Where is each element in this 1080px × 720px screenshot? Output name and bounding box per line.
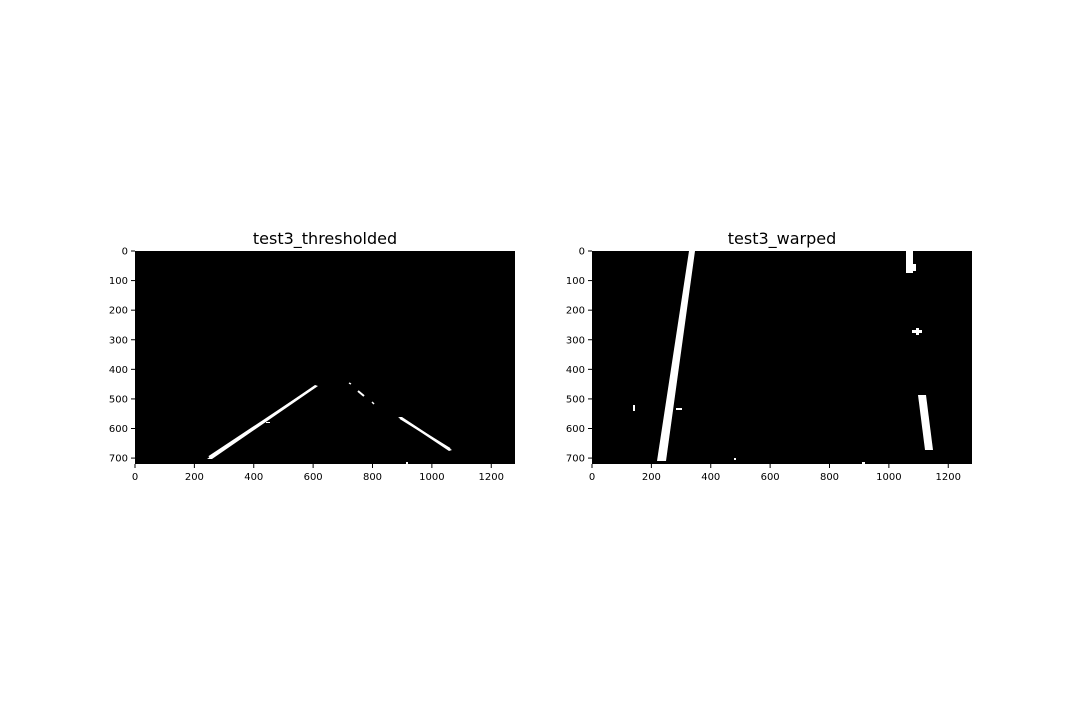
right-y-tick-label: 500 [566,394,585,405]
right-x-tick-label: 800 [820,472,839,483]
left-y-tick-label: 600 [109,424,128,435]
warped-right-lane-bottom [918,395,933,450]
left-x-tick-label: 600 [304,472,323,483]
noise-speck [406,462,408,464]
left-x-tick-label: 0 [132,472,138,483]
left-panel: 0 100 200 300 400 500 600 700 0 200 400 600 800 1000… [109,247,515,483]
warped-right-lane-top-piece [911,264,916,271]
warped-right-lane-top [906,251,913,273]
warped-left-lane [657,251,695,461]
left-y-tick-label: 300 [109,335,128,346]
right-lane-dash-mid [357,390,365,397]
right-y-tick-label: 100 [566,276,585,287]
left-image-frame [135,251,515,464]
right-y-tick-label: 300 [566,335,585,346]
left-lane-edge [208,385,317,458]
noise-speck [633,405,635,411]
noise-speck [862,462,865,464]
right-y-tick-label: 600 [566,424,585,435]
left-x-tick-label: 1000 [419,472,444,483]
right-panel-title: test3_warped [727,229,837,248]
left-x-tick-label: 800 [363,472,382,483]
right-y-tick-label: 400 [566,365,585,376]
left-y-tick-label: 700 [109,454,128,465]
left-x-axis [134,464,492,468]
left-y-tick-label: 500 [109,394,128,405]
noise-speck [734,458,736,460]
right-x-tick-label: 600 [761,472,780,483]
right-y-tick-label: 0 [579,247,585,258]
right-x-tick-label: 400 [701,472,720,483]
right-x-tick-label: 0 [589,472,595,483]
right-image-content [633,251,933,464]
right-y-tick-label: 200 [566,306,585,317]
right-y-tick-label: 700 [566,454,585,465]
left-x-tick-label: 400 [244,472,263,483]
left-y-tick-label: 200 [109,306,128,317]
noise-speck [266,422,270,423]
left-y-tick-label: 400 [109,365,128,376]
right-x-tick-label: 200 [642,472,661,483]
right-x-tick-label: 1000 [876,472,901,483]
right-lane-dash-small [371,401,375,405]
left-y-tick-label: 100 [109,276,128,287]
right-x-axis [591,464,949,468]
right-image-frame [592,251,972,464]
noise-speck [676,408,682,410]
left-x-tick-label: 200 [185,472,204,483]
left-y-axis [131,250,135,459]
left-panel-title: test3_thresholded [252,229,398,248]
left-image-content [207,382,452,464]
right-lane-edge [399,417,451,450]
warped-right-lane-mark [916,328,919,335]
right-lane-dash-top [348,382,352,385]
right-panel: 0 100 200 300 400 500 600 700 0 200 400 600 800 1000… [566,247,972,483]
left-y-tick-label: 0 [122,247,128,258]
left-x-tick-label: 1200 [479,472,504,483]
right-x-tick-label: 1200 [936,472,961,483]
right-y-axis [588,250,592,459]
